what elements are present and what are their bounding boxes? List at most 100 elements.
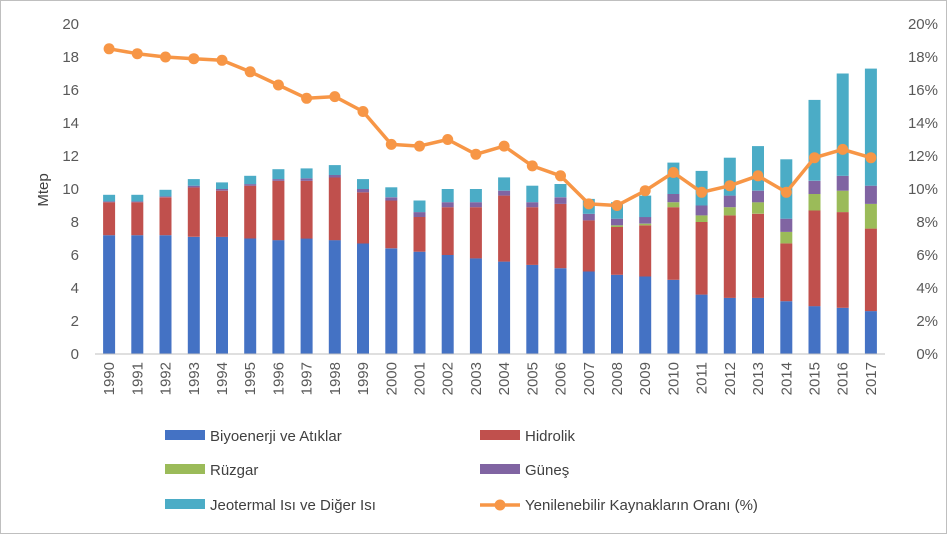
bar-1-2000 <box>385 248 398 354</box>
bar-4-1997 <box>300 178 313 181</box>
bar-4-1999 <box>357 189 369 193</box>
bar-5-1999 <box>357 179 369 189</box>
bar-4-1992 <box>159 196 172 198</box>
y-tick-label: 8 <box>71 214 79 231</box>
bar-3-2010 <box>667 202 680 208</box>
bar-4-2003 <box>469 202 482 208</box>
bar-2-2010 <box>667 207 680 280</box>
bar-5-2006 <box>554 184 567 198</box>
bar-4-2009 <box>639 217 652 224</box>
ratio-point-2013 <box>752 170 764 182</box>
ratio-point-2012 <box>724 180 736 192</box>
bar-1-2003 <box>469 258 482 354</box>
x-tick-label: 2009 <box>637 362 654 395</box>
bar-3-2014 <box>780 231 793 244</box>
bar-2-1993 <box>187 187 200 237</box>
bar-4-2010 <box>667 193 680 203</box>
bar-5-1993 <box>187 179 200 186</box>
ratio-point-1993 <box>188 53 200 65</box>
bar-2-2012 <box>723 215 736 298</box>
x-tick-label: 2001 <box>411 362 428 395</box>
y-tick-label: 10 <box>62 181 79 198</box>
bar-2-2016 <box>836 212 849 308</box>
bar-1-1996 <box>272 240 285 354</box>
bar-4-2001 <box>413 212 426 217</box>
bar-4-2006 <box>554 197 567 204</box>
y2-tick-label: 18% <box>908 49 938 66</box>
y2-tick-label: 8% <box>916 214 938 231</box>
bar-3-2017 <box>864 203 877 229</box>
x-tick-label: 1990 <box>101 362 118 395</box>
bar-1-1994 <box>216 236 228 354</box>
bar-5-2009 <box>639 195 652 218</box>
x-tick-label: 2012 <box>722 362 739 395</box>
bar-2-1994 <box>216 190 228 237</box>
ratio-point-2017 <box>865 152 877 164</box>
ratio-point-2009 <box>639 185 651 197</box>
bar-5-2002 <box>441 189 454 203</box>
bar-1-1999 <box>357 243 369 354</box>
x-tick-label: 1996 <box>270 362 287 395</box>
x-tick-label: 2017 <box>863 362 880 395</box>
y2-tick-label: 10% <box>908 181 938 198</box>
bar-4-2007 <box>582 213 595 221</box>
x-tick-label: 2003 <box>468 362 485 395</box>
legend: Biyoenerji ve Atıklar Hidrolik Rüzgar Güneş… <box>165 428 758 514</box>
bar-2-2008 <box>611 227 623 275</box>
bar-5-1996 <box>272 169 285 180</box>
ratio-point-2007 <box>583 198 595 210</box>
x-tick-label: 2016 <box>835 362 852 395</box>
bar-2-1998 <box>328 177 341 241</box>
x-tick-label: 2004 <box>496 362 513 395</box>
bar-5-2016 <box>836 73 849 176</box>
legend-swatch <box>165 499 205 509</box>
ratio-point-1997 <box>301 92 313 104</box>
bar-5-1998 <box>328 165 341 175</box>
y-tick-label: 18 <box>62 49 79 66</box>
bar-2-1990 <box>103 202 116 236</box>
y2-tick-label: 0% <box>916 346 938 363</box>
bar-1-1995 <box>244 238 257 354</box>
bar-4-2016 <box>836 175 849 191</box>
bar-4-2015 <box>808 180 821 194</box>
bar-1-2011 <box>695 294 708 354</box>
ratio-point-2011 <box>696 186 708 198</box>
bar-1-2017 <box>864 311 877 354</box>
ratio-point-1995 <box>244 66 256 78</box>
x-tick-label: 1998 <box>327 362 344 395</box>
ratio-line <box>108 47 872 208</box>
legend-label: Hidrolik <box>525 428 576 445</box>
legend-swatch <box>165 464 205 474</box>
legend-label: Rüzgar <box>210 462 258 479</box>
x-tick-label: 1999 <box>355 362 372 395</box>
bar-2-2003 <box>469 207 482 259</box>
bar-layer <box>103 68 877 355</box>
bar-4-1993 <box>187 185 200 188</box>
bar-5-1992 <box>159 189 172 197</box>
bar-1-1990 <box>103 235 116 354</box>
ratio-point-2014 <box>780 186 792 198</box>
bar-2-2013 <box>752 213 764 298</box>
bar-5-2004 <box>498 177 511 191</box>
bar-2-2014 <box>780 243 793 302</box>
bar-4-2008 <box>611 218 623 226</box>
bar-1-2004 <box>498 261 511 354</box>
y-tick-label: 16 <box>62 82 79 99</box>
bar-3-2011 <box>695 215 708 222</box>
bar-2-2015 <box>808 210 821 307</box>
x-tick-label: 2007 <box>581 362 598 395</box>
y2-tick-label: 6% <box>916 247 938 264</box>
x-tick-label: 1997 <box>299 362 316 395</box>
bar-1-2008 <box>611 274 623 354</box>
y2-tick-label: 2% <box>916 313 938 330</box>
y-tick-label: 2 <box>71 313 79 330</box>
x-tick-label: 2008 <box>609 362 626 395</box>
legend-swatch <box>480 464 520 474</box>
bar-2-1999 <box>357 192 369 244</box>
x-tick-label: 1995 <box>242 362 259 395</box>
bar-4-2005 <box>526 202 539 208</box>
x-tick-label: 1993 <box>186 362 203 395</box>
bar-3-2013 <box>752 202 764 214</box>
bar-2-2002 <box>441 207 454 255</box>
